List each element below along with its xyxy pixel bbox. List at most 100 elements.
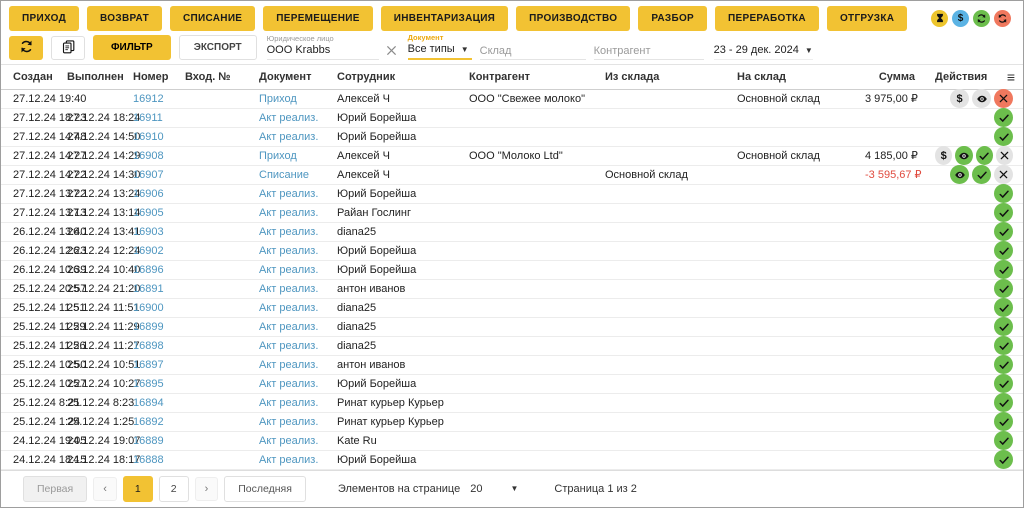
doc-type-link[interactable]: Приход [259, 149, 297, 162]
nav-button-инвентаризация[interactable]: ИНВЕНТАРИЗАЦИЯ [380, 5, 509, 31]
counterparty-input[interactable] [593, 42, 704, 60]
doc-type-link[interactable]: Акт реализ. [259, 396, 319, 409]
doc-type-link[interactable]: Приход [259, 92, 297, 105]
action-dollar-button[interactable]: $ [950, 89, 969, 108]
number-link[interactable]: 16906 [133, 187, 164, 200]
nav-button-перемещение[interactable]: ПЕРЕМЕЩЕНИЕ [263, 5, 373, 31]
nav-button-отгрузка[interactable]: ОТГРУЗКА [826, 5, 908, 31]
refresh-clockwise-status-button[interactable] [973, 9, 990, 27]
doc-type-link[interactable]: Акт реализ. [259, 244, 319, 257]
action-check-button[interactable] [994, 298, 1013, 317]
number-link[interactable]: 16896 [133, 263, 164, 276]
action-check-button[interactable] [994, 317, 1013, 336]
number-link[interactable]: 16897 [133, 358, 164, 371]
nav-button-производство[interactable]: ПРОИЗВОДСТВО [516, 5, 631, 31]
number-link[interactable]: 16892 [133, 415, 164, 428]
nav-button-разбор[interactable]: РАЗБОР [638, 5, 708, 31]
doc-type-link[interactable]: Акт реализ. [259, 206, 319, 219]
number-link[interactable]: 16911 [133, 111, 163, 124]
number-link[interactable]: 16895 [133, 377, 164, 390]
doc-type-link[interactable]: Акт реализ. [259, 339, 319, 352]
action-check-button[interactable] [994, 431, 1013, 450]
nav-button-приход[interactable]: ПРИХОД [9, 5, 80, 31]
refresh-counterclockwise-status-button[interactable] [994, 9, 1011, 27]
legal-entity-field[interactable]: Юридическое лицо ООО Krabbs [266, 34, 379, 60]
action-check-button[interactable] [994, 222, 1013, 241]
number-link[interactable]: 16889 [133, 434, 164, 447]
action-dollar-button[interactable]: $ [935, 146, 953, 165]
page-button-2[interactable]: 2 [158, 475, 189, 502]
last-page-button[interactable]: Последняя [224, 475, 306, 502]
action-check-button[interactable] [994, 127, 1013, 146]
number-link[interactable]: 16907 [133, 168, 164, 181]
amount-cell [861, 431, 931, 451]
action-eye-button[interactable] [955, 146, 973, 165]
copy-button[interactable] [51, 36, 85, 60]
number-link[interactable]: 16902 [133, 244, 164, 257]
prev-page-button[interactable]: ‹ [93, 476, 117, 501]
export-button[interactable]: ЭКСПОРТ [178, 35, 257, 60]
doc-type-link[interactable]: Акт реализ. [259, 263, 319, 276]
next-page-button[interactable]: › [194, 476, 219, 501]
number-link[interactable]: 16888 [133, 453, 164, 466]
doc-type-link[interactable]: Акт реализ. [259, 453, 319, 466]
action-check-button[interactable] [994, 241, 1013, 260]
first-page-button[interactable]: Первая [23, 475, 88, 502]
action-check-button[interactable] [975, 146, 993, 165]
doc-type-link[interactable]: Акт реализ. [259, 111, 319, 124]
doc-type-link[interactable]: Акт реализ. [259, 225, 319, 238]
page-button-1[interactable]: 1 [122, 475, 153, 502]
number-link[interactable]: 16898 [133, 339, 164, 352]
per-page-select[interactable]: 20 ▼ [470, 483, 518, 495]
doc-type-link[interactable]: Акт реализ. [259, 282, 319, 295]
action-check-button[interactable] [994, 203, 1013, 222]
action-check-button[interactable] [994, 279, 1013, 298]
doc-type-link[interactable]: Акт реализ. [259, 130, 319, 143]
number-link[interactable]: 16905 [133, 206, 164, 219]
action-check-button[interactable] [994, 374, 1013, 393]
document-type-filter[interactable]: Документ Все типы ▼ [407, 33, 472, 60]
action-eye-button[interactable] [950, 165, 969, 184]
date-range-picker[interactable]: 23 - 29 дек. 2024 ▼ [713, 44, 813, 60]
warehouse-input[interactable] [479, 42, 586, 60]
action-check-button[interactable] [994, 260, 1013, 279]
action-check-button[interactable] [994, 184, 1013, 203]
action-check-button[interactable] [994, 336, 1013, 355]
number-link[interactable]: 16900 [133, 301, 164, 314]
number-link[interactable]: 16903 [133, 225, 164, 238]
action-check-button[interactable] [994, 355, 1013, 374]
nav-button-списание[interactable]: СПИСАНИЕ [170, 5, 256, 31]
dollar-status-button[interactable]: $ [952, 9, 969, 27]
action-check-button[interactable] [972, 165, 991, 184]
close-icon[interactable] [385, 44, 398, 60]
action-eye-button[interactable] [972, 89, 991, 108]
action-x-button[interactable] [994, 89, 1013, 108]
refresh-button[interactable] [9, 36, 43, 60]
doc-type-link[interactable]: Акт реализ. [259, 377, 319, 390]
doc-type-link[interactable]: Списание [259, 168, 309, 181]
action-check-button[interactable] [994, 450, 1013, 469]
number-link[interactable]: 16891 [133, 282, 164, 295]
doc-type-link[interactable]: Акт реализ. [259, 301, 319, 314]
hourglass-status-button[interactable] [931, 9, 948, 27]
menu-icon[interactable]: ≡ [1006, 69, 1015, 85]
legal-entity-value[interactable]: ООО Krabbs [266, 44, 379, 60]
number-link[interactable]: 16910 [133, 130, 164, 143]
action-check-button[interactable] [994, 108, 1013, 127]
doc-type-link[interactable]: Акт реализ. [259, 358, 319, 371]
action-check-button[interactable] [994, 412, 1013, 431]
filter-button[interactable]: ФИЛЬТР [93, 35, 171, 60]
nav-button-возврат[interactable]: ВОЗВРАТ [87, 5, 162, 31]
action-x-button[interactable] [994, 165, 1013, 184]
number-link[interactable]: 16912 [133, 92, 164, 105]
doc-type-link[interactable]: Акт реализ. [259, 415, 319, 428]
nav-button-переработка[interactable]: ПЕРЕРАБОТКА [715, 5, 819, 31]
action-check-button[interactable] [994, 393, 1013, 412]
number-link[interactable]: 16908 [133, 149, 164, 162]
doc-type-link[interactable]: Акт реализ. [259, 187, 319, 200]
doc-type-link[interactable]: Акт реализ. [259, 320, 319, 333]
number-link[interactable]: 16899 [133, 320, 164, 333]
action-x-button[interactable] [995, 146, 1013, 165]
number-link[interactable]: 16894 [133, 396, 164, 409]
doc-type-link[interactable]: Акт реализ. [259, 434, 319, 447]
